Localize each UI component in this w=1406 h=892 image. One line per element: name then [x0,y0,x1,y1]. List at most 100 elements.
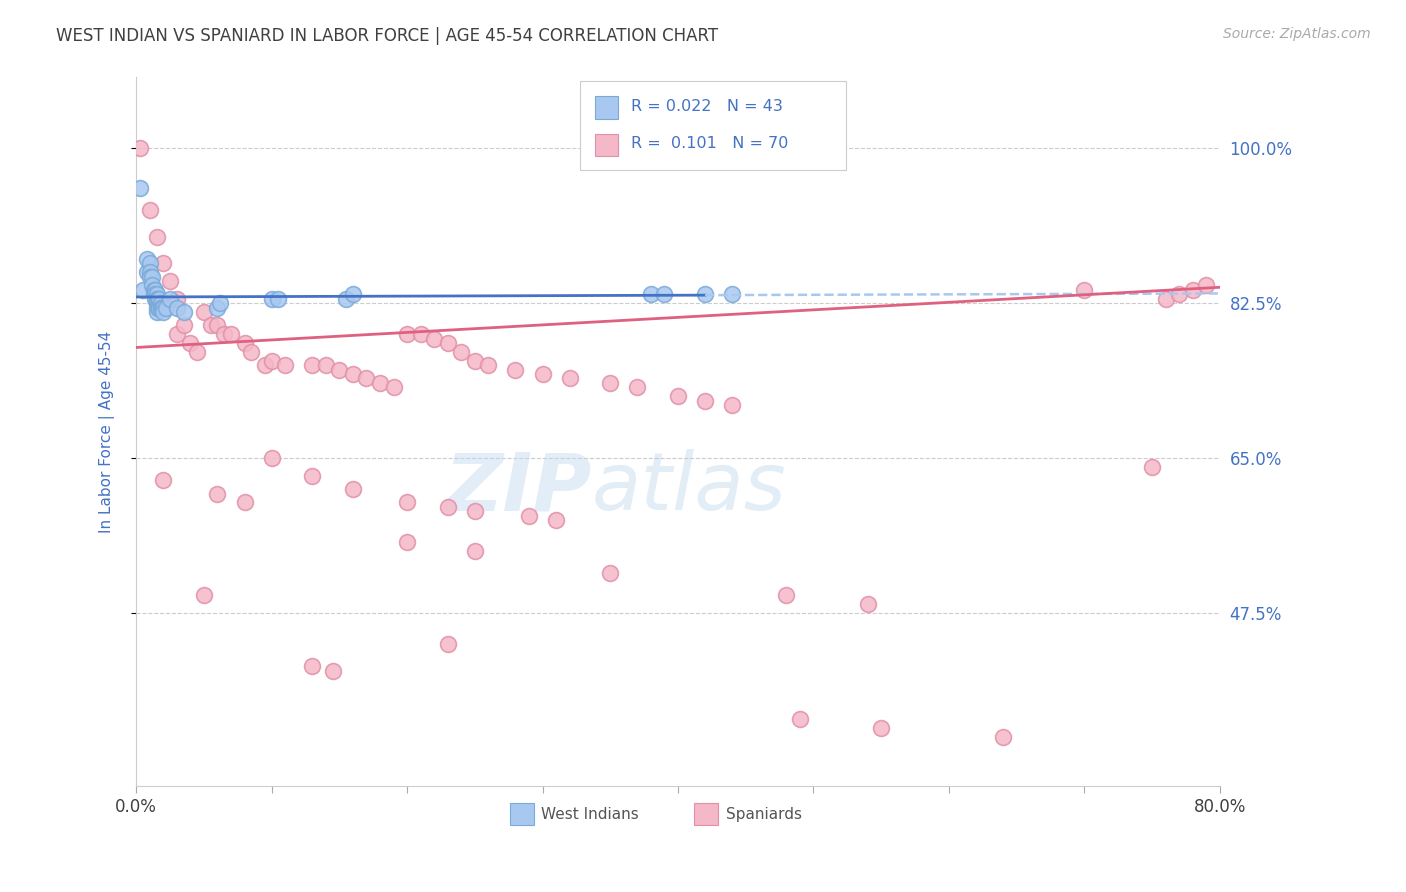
Point [155,301,177,315]
Point [139,265,162,279]
Point [695,393,717,408]
Point [1140,460,1163,475]
Point [546,513,568,527]
Point [200,318,222,333]
Point [517,508,540,523]
Point [335,292,357,306]
Point [315,358,337,372]
Point [139,256,162,270]
Point [149,296,172,310]
Point [139,269,162,284]
Point [342,482,364,496]
Point [274,358,297,372]
Point [149,301,172,315]
Point [328,362,350,376]
Point [1168,287,1191,301]
Point [450,344,472,359]
Point [721,287,744,301]
Point [789,712,811,726]
Point [141,269,163,284]
Point [666,389,689,403]
Point [207,486,229,500]
Y-axis label: In Labor Force | Age 45-54: In Labor Force | Age 45-54 [100,330,115,533]
Point [856,597,879,611]
Point [145,305,167,319]
Point [186,344,208,359]
FancyBboxPatch shape [581,81,846,169]
Point [145,229,167,244]
Point [143,292,166,306]
Point [342,367,364,381]
Point [209,296,232,310]
Text: Spaniards: Spaniards [725,806,801,822]
Point [409,327,432,342]
Point [775,588,797,602]
Point [342,287,364,301]
Point [159,292,181,306]
Point [173,318,195,333]
Point [1073,283,1095,297]
Point [870,721,893,735]
Point [464,504,486,518]
Point [136,252,159,266]
Point [505,362,527,376]
FancyBboxPatch shape [695,804,718,825]
Point [152,473,174,487]
Point [531,367,554,381]
Point [129,141,152,155]
Point [146,301,169,315]
Point [145,287,167,301]
Point [322,664,344,678]
Point [152,301,174,315]
Point [626,380,648,394]
Point [193,588,215,602]
Point [132,283,155,297]
Point [1195,278,1218,293]
Point [436,500,458,514]
Point [368,376,391,390]
Text: Source: ZipAtlas.com: Source: ZipAtlas.com [1223,27,1371,41]
Point [233,495,256,509]
FancyBboxPatch shape [595,134,619,156]
Point [396,327,419,342]
Text: West Indians: West Indians [541,806,640,822]
Point [129,181,152,195]
Point [558,371,581,385]
Point [207,318,229,333]
Point [260,292,283,306]
Point [142,283,165,297]
Point [599,566,621,581]
Point [1154,292,1177,306]
Text: ZIP: ZIP [444,450,592,527]
Point [142,287,165,301]
Point [240,344,263,359]
Point [145,301,167,315]
Point [193,305,215,319]
Point [260,353,283,368]
Point [423,332,446,346]
Point [599,376,621,390]
Point [207,301,229,315]
Point [145,296,167,310]
Point [152,256,174,270]
Point [139,203,162,218]
Point [141,278,163,293]
Point [436,637,458,651]
Point [356,371,378,385]
Point [260,451,283,466]
Text: R = 0.022   N = 43: R = 0.022 N = 43 [631,99,783,114]
Point [382,380,405,394]
Point [146,296,169,310]
Point [640,287,662,301]
Point [150,301,173,315]
Point [695,287,717,301]
Point [212,327,235,342]
Point [301,358,323,372]
Point [166,292,188,306]
Point [464,544,486,558]
FancyBboxPatch shape [510,804,534,825]
Point [721,398,744,412]
Point [148,292,170,306]
Point [219,327,242,342]
Point [179,336,201,351]
